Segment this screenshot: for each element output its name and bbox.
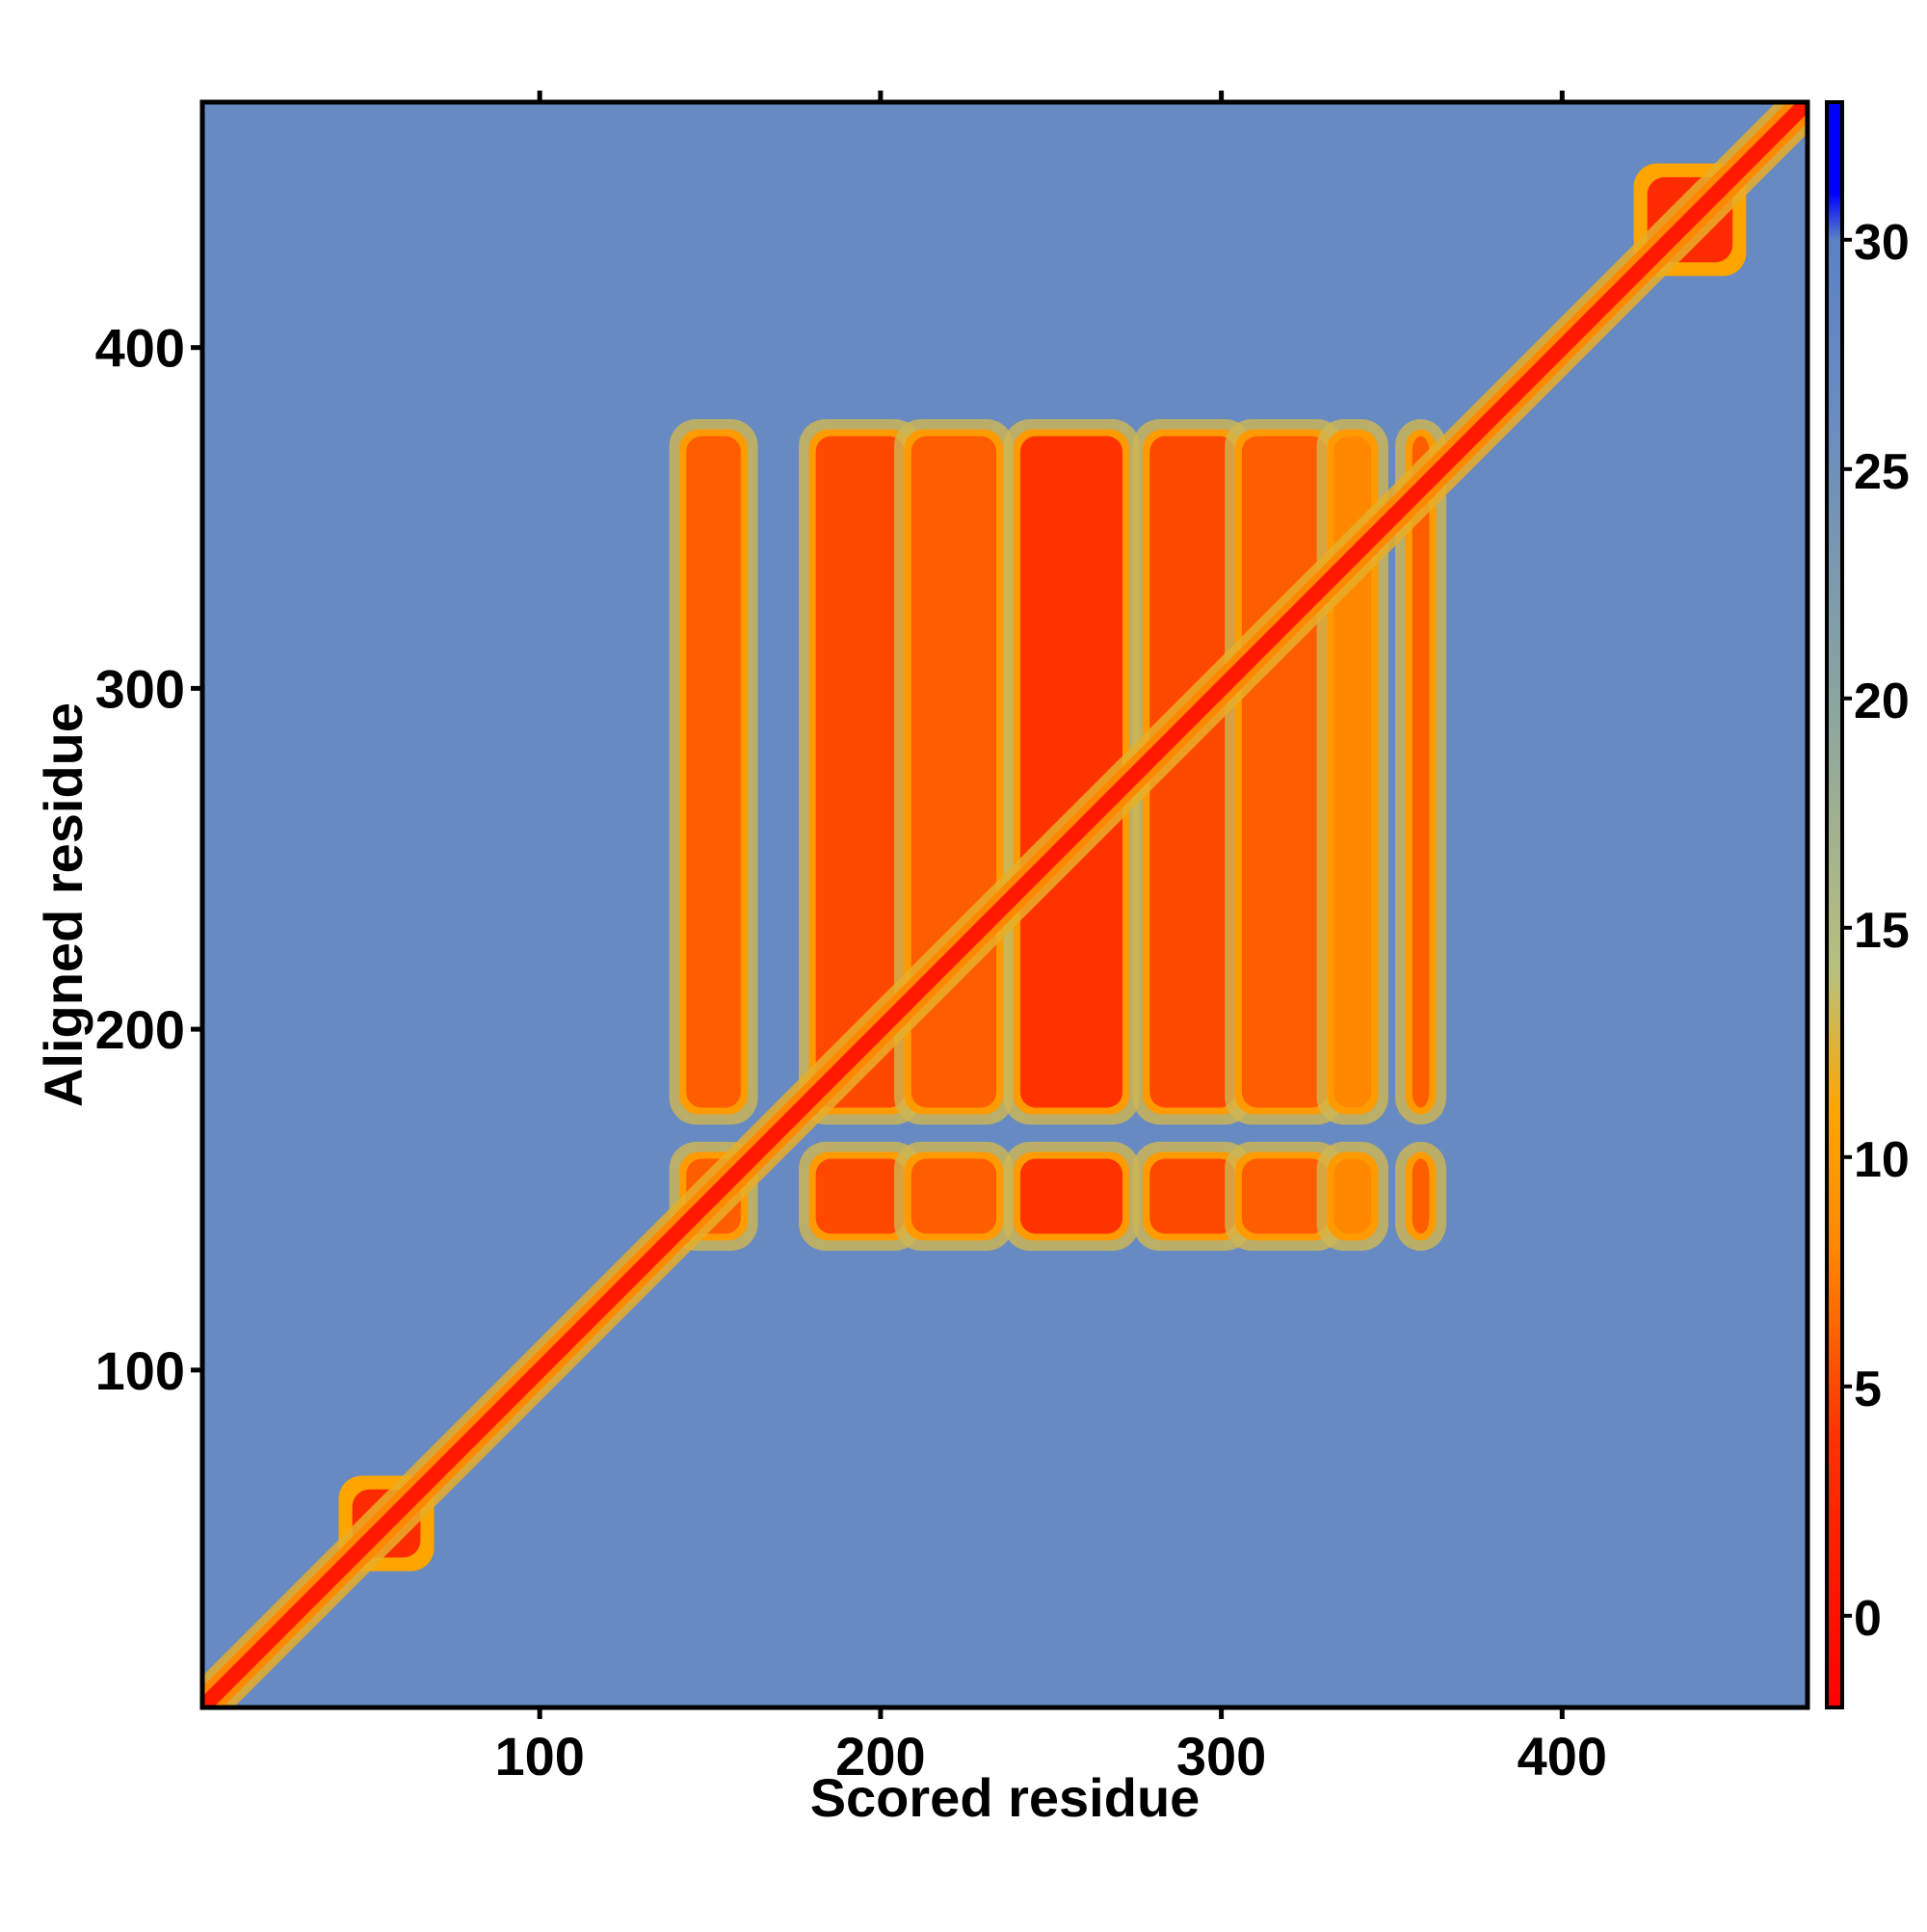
y-tick-label-200: 200 — [95, 999, 185, 1060]
block-7-1 — [1412, 436, 1430, 1108]
axes: 100 200 300 400 100 200 300 400 — [95, 91, 1810, 1786]
block-1-0 — [815, 1158, 905, 1234]
block-5-0 — [1241, 1158, 1328, 1234]
block-6-0 — [1333, 1158, 1372, 1234]
y-axis-label: Aligned residue — [33, 702, 93, 1107]
colorbar-tick-label-5: 5 — [1854, 1362, 1882, 1417]
x-tick-label-200: 200 — [835, 1726, 925, 1786]
colorbar-tick-label-15: 15 — [1854, 903, 1910, 959]
block-6-1 — [1333, 436, 1372, 1108]
block-4-0 — [1149, 1158, 1235, 1234]
colorbar-tick-label-0: 0 — [1854, 1591, 1882, 1647]
x-tick-label-100: 100 — [494, 1726, 584, 1786]
colorbar-tick-label-20: 20 — [1854, 674, 1910, 729]
x-tick-label-400: 400 — [1518, 1726, 1607, 1786]
block-5-1 — [1241, 436, 1328, 1108]
colorbar: 0 5 10 15 20 25 30 — [1825, 100, 1910, 1709]
block-2-0 — [911, 1158, 997, 1234]
colorbar-tick-label-30: 30 — [1854, 215, 1910, 271]
block-3-0 — [1019, 1158, 1123, 1234]
heatmap-image — [202, 102, 1808, 1707]
y-tick-label-400: 400 — [95, 318, 185, 379]
x-axis-label: Scored residue — [810, 1767, 1201, 1828]
colorbar-tick-label-10: 10 — [1854, 1132, 1910, 1188]
y-tick-label-300: 300 — [95, 658, 185, 719]
plot-frame — [199, 99, 1810, 1710]
x-tick-label-300: 300 — [1176, 1726, 1266, 1786]
block-7-0 — [1412, 1158, 1430, 1234]
block-0-1 — [686, 436, 741, 1108]
block-4-1 — [1149, 436, 1235, 1108]
colorbar-tick-label-25: 25 — [1854, 444, 1910, 500]
block-1-1 — [815, 436, 905, 1108]
y-tick-label-100: 100 — [95, 1340, 185, 1401]
colorbar-gradient — [1825, 100, 1844, 1709]
diagonal-line — [202, 102, 1808, 1707]
block-3-1 — [1019, 436, 1123, 1108]
